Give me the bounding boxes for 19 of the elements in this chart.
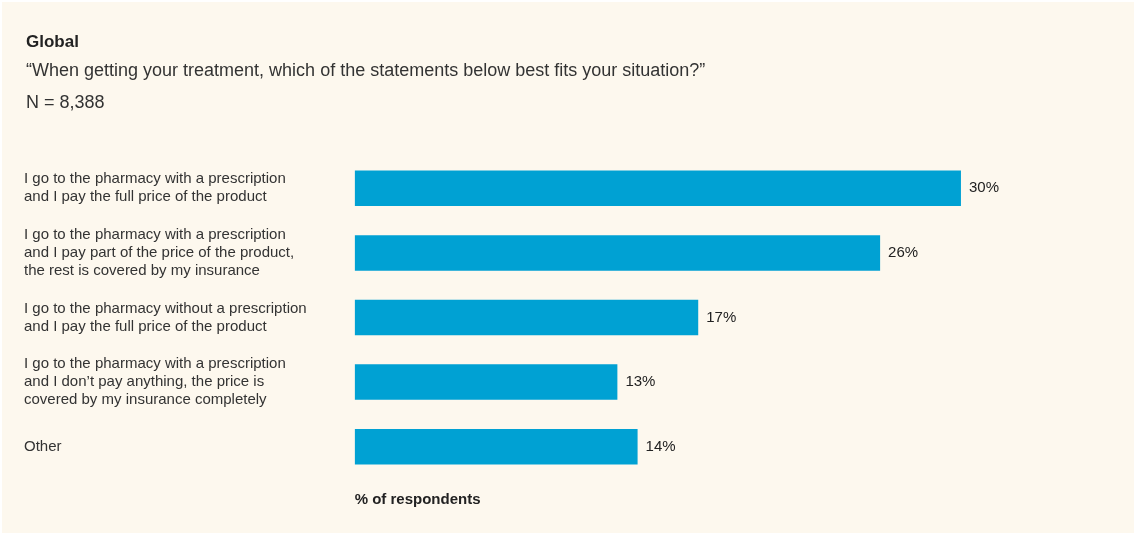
bar (354, 299, 699, 336)
data-label: 26% (888, 243, 919, 261)
bar (354, 170, 961, 207)
data-label: 14% (645, 436, 676, 454)
y-tick-label: I go to the pharmacy with a prescription and I pay part of the price of the product, the rest is covered by my insurance (24, 225, 295, 279)
bar (354, 364, 618, 400)
bar (354, 428, 638, 465)
chart-subtitle: “When getting your treatment, which of the statements below best fits your situation?” (26, 60, 706, 81)
bar (354, 235, 881, 271)
data-label: 30% (968, 178, 999, 196)
y-tick-label: I go to the pharmacy without a prescription and I pay the full price of the product (24, 298, 307, 334)
text: N = 8,388 (26, 92, 105, 113)
y-tick-label: Other (24, 436, 62, 454)
y-tick-label: I go to the pharmacy with a prescription and I don’t pay anything, the price is covered by my insurance completely (24, 354, 286, 408)
x-axis-title: % of respondents (354, 490, 481, 508)
text: Global (26, 32, 79, 52)
data-label: 17% (706, 307, 737, 325)
y-tick-label: I go to the pharmacy with a prescription and I pay the full price of the product (24, 169, 286, 205)
data-label: 13% (625, 372, 656, 390)
